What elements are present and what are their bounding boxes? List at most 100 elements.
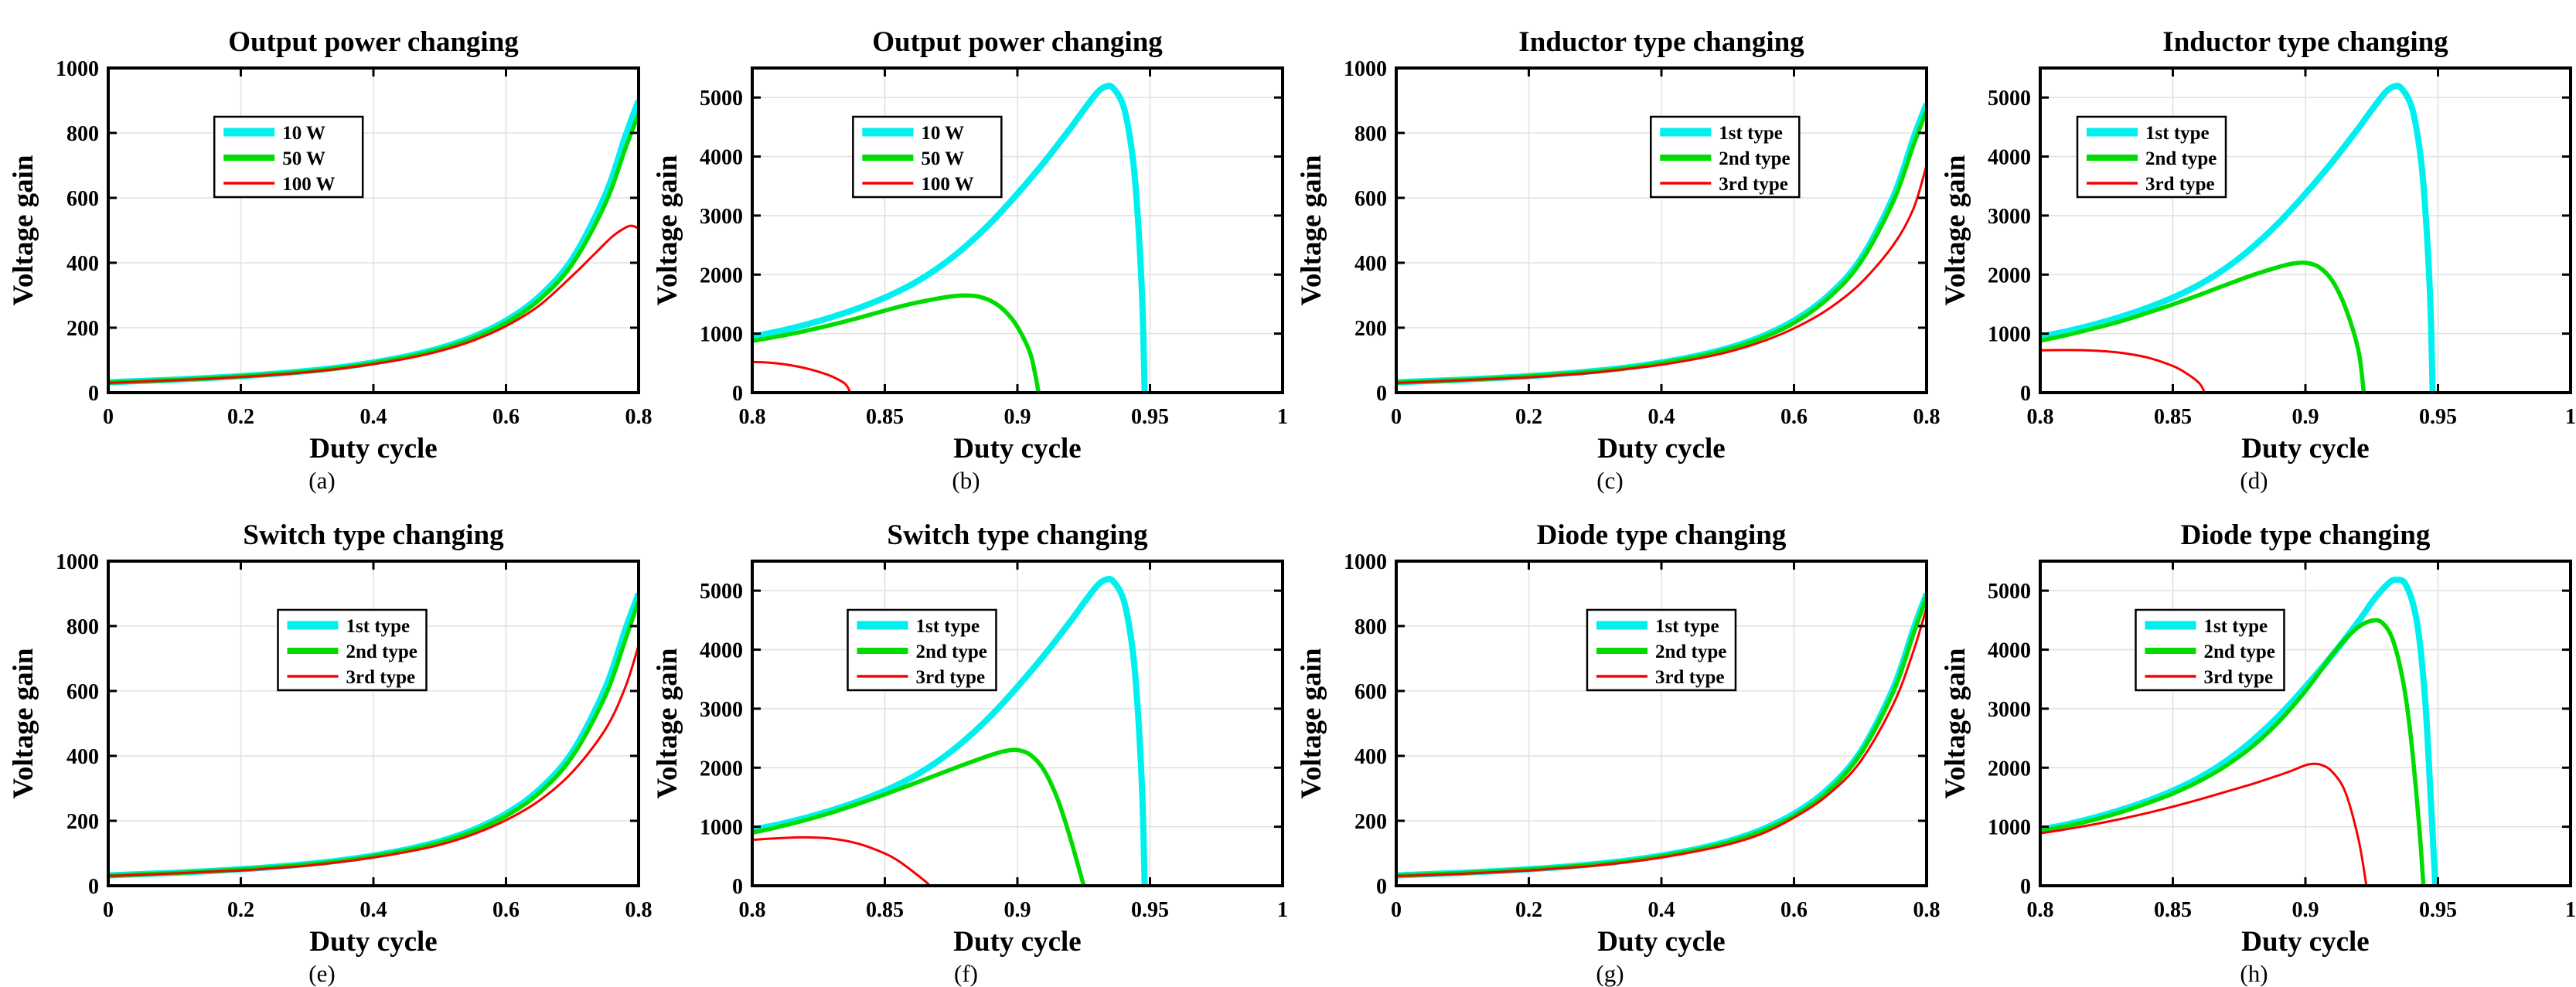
svg-text:1000: 1000 [1344,57,1387,81]
svg-text:0.8: 0.8 [739,898,766,922]
chart-caption-h: (h) [2240,960,2268,987]
svg-text:1000: 1000 [700,816,743,840]
svg-text:600: 600 [1354,187,1387,211]
svg-text:0.8: 0.8 [1913,898,1941,922]
svg-text:0: 0 [88,875,99,899]
svg-text:Diode type changing: Diode type changing [1537,519,1787,551]
svg-text:5000: 5000 [1988,580,2031,604]
chart-canvas-d: Inductor type changing Duty cycle Voltage … [1940,26,2576,465]
svg-text:Output power changing: Output power changing [872,26,1163,58]
svg-text:0.2: 0.2 [1515,405,1542,429]
svg-text:1st type: 1st type [1719,123,1783,144]
svg-text:3rd type: 3rd type [2203,667,2273,688]
svg-text:5000: 5000 [700,87,743,111]
svg-text:Duty cycle: Duty cycle [309,433,437,465]
svg-text:Voltage gain: Voltage gain [1296,155,1327,305]
svg-text:200: 200 [1354,317,1387,341]
chart-panel-h: Diode type changing Duty cycle Voltage gai… [1932,493,2576,986]
svg-text:Voltage gain: Voltage gain [8,155,39,305]
svg-text:1st type: 1st type [2145,123,2210,144]
chart-caption-g: (g) [1596,960,1624,987]
svg-text:0: 0 [88,382,99,406]
svg-text:800: 800 [66,122,99,146]
svg-text:3000: 3000 [1988,698,2031,722]
svg-text:0: 0 [1391,898,1402,922]
svg-text:600: 600 [66,680,99,704]
svg-text:0.4: 0.4 [360,405,387,429]
svg-text:50 W: 50 W [282,148,325,169]
svg-text:1st type: 1st type [2203,616,2268,637]
svg-text:1000: 1000 [56,57,99,81]
svg-text:Voltage gain: Voltage gain [1296,648,1327,798]
svg-text:0.6: 0.6 [492,898,520,922]
svg-text:800: 800 [1354,122,1387,146]
svg-text:Duty cycle: Duty cycle [2241,433,2369,465]
svg-text:0.85: 0.85 [2154,898,2192,922]
svg-text:1000: 1000 [56,550,99,574]
chart-panel-d: Inductor type changing Duty cycle Voltage … [1932,0,2576,493]
svg-text:0.4: 0.4 [360,898,387,922]
chart-caption-b: (b) [952,467,980,494]
chart-panel-e: Switch type changing Duty cycle Voltage ga… [0,493,653,987]
svg-text:Voltage gain: Voltage gain [652,648,683,798]
svg-text:0: 0 [732,875,743,899]
svg-text:Output power changing: Output power changing [228,26,519,58]
svg-text:1000: 1000 [1988,816,2031,840]
svg-text:0.8: 0.8 [625,405,653,429]
svg-text:200: 200 [66,317,99,341]
svg-text:2nd type: 2nd type [2203,642,2274,662]
svg-text:2nd type: 2nd type [1719,148,1790,169]
svg-text:0: 0 [1376,382,1387,406]
svg-text:4000: 4000 [700,639,743,663]
svg-text:2000: 2000 [1988,757,2031,781]
svg-text:Inductor type changing: Inductor type changing [2162,26,2448,58]
chart-canvas-c: Inductor type changing Duty cycle Voltage … [1296,26,1941,465]
svg-text:0.8: 0.8 [739,405,766,429]
svg-text:3rd type: 3rd type [1719,174,1788,195]
svg-text:3rd type: 3rd type [346,667,416,688]
svg-text:0.8: 0.8 [2027,898,2054,922]
svg-text:2000: 2000 [700,757,743,781]
svg-text:0.8: 0.8 [625,898,653,922]
svg-text:3rd type: 3rd type [2145,174,2215,195]
svg-text:Voltage gain: Voltage gain [1940,648,1971,798]
chart-caption-a: (a) [308,467,336,494]
svg-text:Duty cycle: Duty cycle [953,926,1081,958]
svg-text:0.9: 0.9 [1004,405,1031,429]
chart-panel-a: Output power changing Duty cycle Voltage g… [0,0,653,494]
chart-canvas-g: Diode type changing Duty cycle Voltage gai… [1296,519,1941,958]
svg-text:1st type: 1st type [346,616,411,637]
svg-text:1000: 1000 [1988,323,2031,347]
svg-text:Voltage gain: Voltage gain [652,155,683,305]
chart-panel-c: Inductor type changing Duty cycle Voltage … [1288,0,1941,493]
svg-text:3000: 3000 [1988,205,2031,229]
svg-text:1000: 1000 [700,323,743,347]
svg-text:2nd type: 2nd type [2145,148,2217,169]
svg-text:0.2: 0.2 [1515,898,1542,922]
svg-text:0: 0 [2020,382,2031,406]
svg-text:3000: 3000 [700,205,743,229]
chart-canvas-f: Switch type changing Duty cycle Voltage ga… [652,519,1288,958]
chart-panel-f: Switch type changing Duty cycle Voltage ga… [644,493,1288,986]
svg-text:0: 0 [103,898,114,922]
svg-text:0.95: 0.95 [2419,898,2457,922]
svg-text:0.6: 0.6 [1780,898,1808,922]
svg-text:Voltage gain: Voltage gain [8,648,39,798]
svg-text:Duty cycle: Duty cycle [2241,926,2369,958]
svg-text:50 W: 50 W [921,148,964,169]
svg-text:800: 800 [66,615,99,639]
svg-text:5000: 5000 [1988,87,2031,111]
svg-text:0.9: 0.9 [2292,405,2319,429]
svg-text:200: 200 [1354,810,1387,834]
chart-panel-b: Output power changing Duty cycle Voltage g… [644,0,1288,493]
chart-caption-e: (e) [308,960,336,987]
chart-canvas-b: Output power changing Duty cycle Voltage g… [652,26,1288,465]
svg-text:800: 800 [1354,615,1387,639]
chart-canvas-a: Output power changing Duty cycle Voltage g… [8,26,653,465]
svg-text:400: 400 [1354,745,1387,769]
svg-text:0.9: 0.9 [1004,898,1031,922]
svg-text:1: 1 [1277,405,1288,429]
svg-text:4000: 4000 [700,146,743,170]
svg-text:2000: 2000 [1988,264,2031,288]
